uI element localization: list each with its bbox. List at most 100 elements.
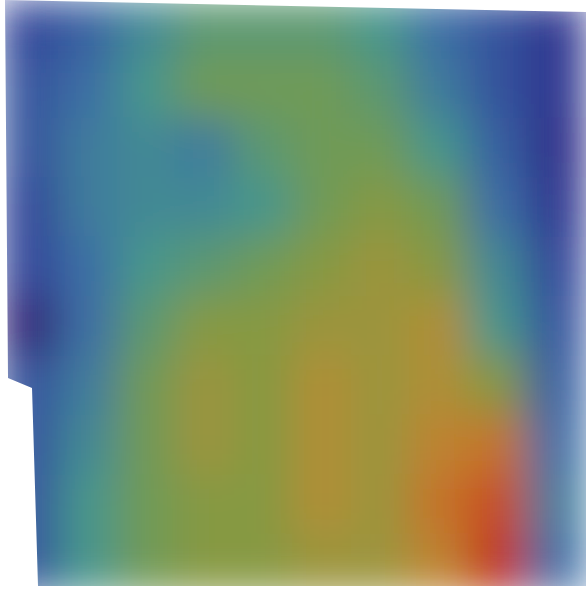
cell — [233, 177, 294, 238]
cell — [58, 415, 119, 476]
cell — [175, 474, 236, 535]
cell — [58, 296, 119, 357]
cell — [292, 296, 353, 357]
cell — [526, 177, 586, 238]
cell — [292, 237, 353, 298]
cell — [526, 355, 586, 416]
cell — [116, 118, 177, 179]
cell — [116, 415, 177, 476]
cell — [409, 237, 470, 298]
cell — [292, 534, 353, 594]
cell — [468, 58, 529, 119]
cell — [526, 0, 586, 60]
cell — [0, 0, 60, 60]
cell — [292, 0, 353, 60]
cell — [526, 118, 586, 179]
cell — [409, 474, 470, 535]
cell — [409, 118, 470, 179]
cell — [116, 474, 177, 535]
cell — [409, 58, 470, 119]
cell — [351, 118, 412, 179]
cell — [351, 58, 412, 119]
cell — [351, 0, 412, 60]
cell — [468, 177, 529, 238]
cell — [58, 0, 119, 60]
cell — [468, 355, 529, 416]
cell — [351, 355, 412, 416]
cell — [116, 296, 177, 357]
cell — [526, 415, 586, 476]
cell — [58, 177, 119, 238]
field — [0, 0, 586, 594]
cell — [0, 237, 60, 298]
cell — [58, 355, 119, 416]
cell — [233, 415, 294, 476]
root — [0, 0, 586, 594]
cell — [468, 118, 529, 179]
cell — [0, 58, 60, 119]
cell — [175, 534, 236, 594]
cell — [233, 237, 294, 298]
cell — [409, 177, 470, 238]
cell — [175, 355, 236, 416]
cell — [468, 474, 529, 535]
cell — [292, 118, 353, 179]
cell — [175, 296, 236, 357]
cell — [351, 415, 412, 476]
cell — [58, 58, 119, 119]
cell — [58, 534, 119, 594]
cell — [292, 415, 353, 476]
cell — [0, 415, 60, 476]
cell — [116, 237, 177, 298]
cell — [233, 118, 294, 179]
cell — [233, 0, 294, 60]
cell — [351, 534, 412, 594]
cell — [233, 296, 294, 357]
cell — [0, 177, 60, 238]
cell — [526, 58, 586, 119]
cell — [468, 415, 529, 476]
cell — [175, 58, 236, 119]
cell — [468, 534, 529, 594]
cell — [526, 474, 586, 535]
cell — [116, 534, 177, 594]
cell — [351, 177, 412, 238]
cell — [409, 534, 470, 594]
cell — [526, 534, 586, 594]
cell — [351, 237, 412, 298]
cell — [0, 355, 60, 416]
cell — [233, 58, 294, 119]
cell — [175, 415, 236, 476]
cell — [116, 355, 177, 416]
cell — [175, 0, 236, 60]
cell — [468, 0, 529, 60]
cell — [116, 177, 177, 238]
cell — [175, 237, 236, 298]
cell — [292, 58, 353, 119]
heatmap — [0, 0, 586, 594]
cell — [351, 474, 412, 535]
cell — [0, 534, 60, 594]
cell — [409, 0, 470, 60]
cell — [175, 177, 236, 238]
cell — [0, 296, 60, 357]
cell — [409, 355, 470, 416]
cell — [58, 474, 119, 535]
cell — [409, 296, 470, 357]
cell — [116, 0, 177, 60]
cell — [116, 58, 177, 119]
cell — [58, 118, 119, 179]
cell — [233, 355, 294, 416]
cell — [468, 237, 529, 298]
cell — [292, 355, 353, 416]
cells — [0, 0, 586, 594]
cell — [409, 415, 470, 476]
cell — [0, 118, 60, 179]
cell — [58, 237, 119, 298]
cell — [292, 177, 353, 238]
cell — [175, 118, 236, 179]
cell — [0, 474, 60, 535]
cell — [468, 296, 529, 357]
cell — [351, 296, 412, 357]
cell — [292, 474, 353, 535]
